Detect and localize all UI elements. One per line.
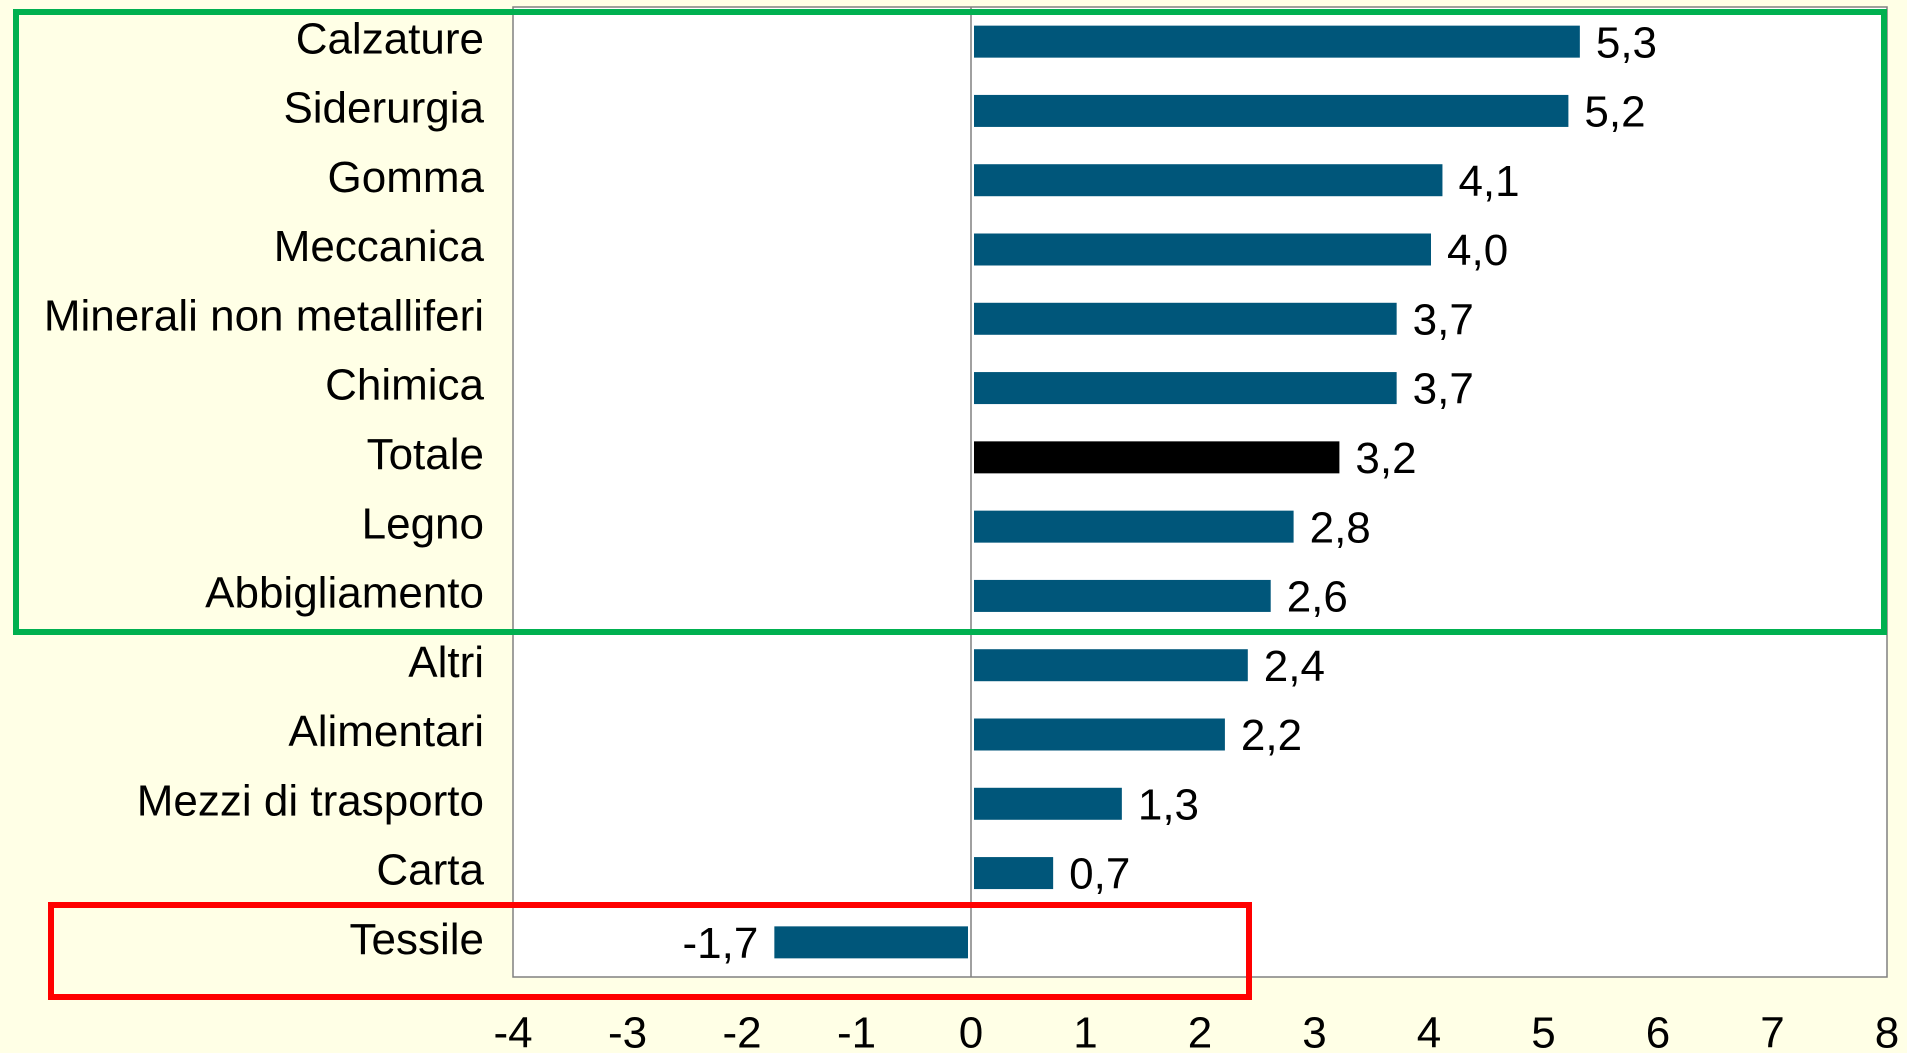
y-tick-label: Abbigliamento bbox=[205, 569, 484, 618]
value-label: 5,3 bbox=[1596, 18, 1657, 67]
y-tick-label: Altri bbox=[408, 638, 484, 687]
x-tick-label: 3 bbox=[1302, 1009, 1326, 1053]
value-label: 4,0 bbox=[1447, 226, 1508, 275]
bar bbox=[974, 94, 1569, 127]
bar bbox=[974, 25, 1580, 58]
highlight-box bbox=[13, 9, 1887, 635]
y-tick-label: Alimentari bbox=[288, 707, 484, 756]
x-tick-label: -2 bbox=[722, 1009, 761, 1053]
value-label: 0,7 bbox=[1069, 850, 1130, 899]
bar bbox=[974, 510, 1294, 543]
bar bbox=[974, 787, 1122, 820]
value-label: -1,7 bbox=[683, 919, 759, 968]
y-tick-label: Totale bbox=[367, 430, 484, 479]
value-label: 2,4 bbox=[1264, 642, 1325, 691]
plot-area bbox=[512, 6, 1888, 978]
bar bbox=[974, 372, 1397, 405]
value-label: 2,6 bbox=[1287, 573, 1348, 622]
x-tick-label: 5 bbox=[1531, 1009, 1555, 1053]
value-label: 3,7 bbox=[1413, 365, 1474, 414]
y-tick-label: Legno bbox=[362, 499, 484, 548]
x-tick-label: -1 bbox=[837, 1009, 876, 1053]
y-tick-label: Gomma bbox=[328, 153, 485, 202]
x-tick-label: 1 bbox=[1073, 1009, 1097, 1053]
y-tick-label: Chimica bbox=[325, 361, 484, 410]
y-tick-label: Carta bbox=[376, 846, 484, 895]
value-label: 3,7 bbox=[1413, 295, 1474, 344]
y-tick-label: Calzature bbox=[296, 14, 484, 63]
highlight-box bbox=[48, 902, 1252, 1000]
x-tick-label: 0 bbox=[959, 1009, 983, 1053]
value-label: 4,1 bbox=[1458, 157, 1519, 206]
value-label: 1,3 bbox=[1138, 780, 1199, 829]
value-label: 2,8 bbox=[1310, 503, 1371, 552]
x-tick-label: 6 bbox=[1646, 1009, 1670, 1053]
x-tick-label: -4 bbox=[493, 1009, 532, 1053]
bar bbox=[974, 441, 1340, 474]
x-tick-label: -3 bbox=[608, 1009, 647, 1053]
y-tick-label: Siderurgia bbox=[283, 84, 484, 133]
y-tick-label: Meccanica bbox=[274, 222, 485, 271]
bar bbox=[974, 302, 1397, 335]
bar bbox=[974, 649, 1248, 682]
x-tick-label: 4 bbox=[1417, 1009, 1441, 1053]
bar bbox=[974, 718, 1225, 751]
bar bbox=[974, 579, 1271, 612]
x-tick-label: 2 bbox=[1188, 1009, 1212, 1053]
x-tick-label: 8 bbox=[1875, 1009, 1899, 1053]
value-label: 5,2 bbox=[1584, 88, 1645, 137]
y-tick-label: Mezzi di trasporto bbox=[137, 776, 484, 825]
y-tick-label: Minerali non metalliferi bbox=[44, 291, 484, 340]
bar bbox=[974, 233, 1431, 266]
bar bbox=[774, 926, 968, 959]
x-tick-label: 7 bbox=[1760, 1009, 1784, 1053]
bar bbox=[974, 164, 1443, 197]
y-tick-label: Tessile bbox=[350, 915, 485, 964]
value-label: 3,2 bbox=[1355, 434, 1416, 483]
value-label: 2,2 bbox=[1241, 711, 1302, 760]
bar bbox=[974, 857, 1054, 890]
